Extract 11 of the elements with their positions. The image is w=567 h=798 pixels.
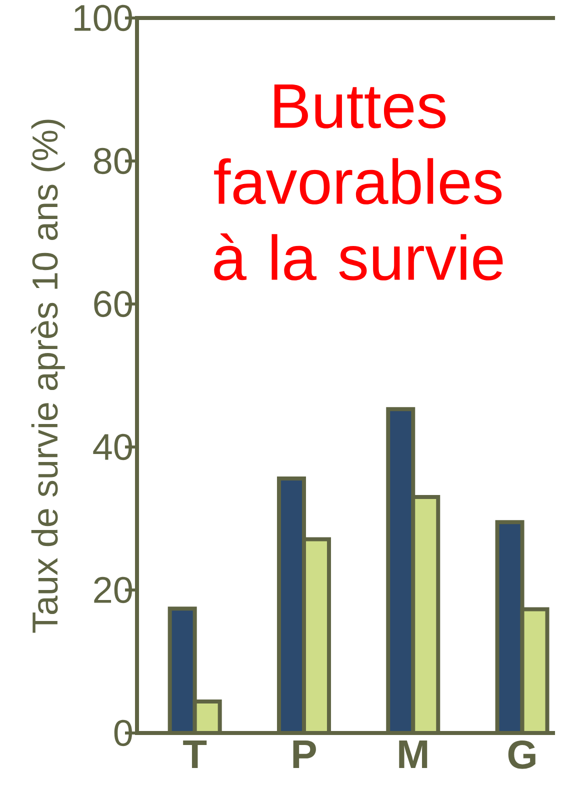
y-tick-label: 40 bbox=[93, 434, 132, 460]
y-tick-label: 80 bbox=[94, 148, 132, 174]
x-tick-label: M bbox=[399, 740, 428, 768]
x-tick-label: G bbox=[508, 740, 536, 769]
annotation: Buttes favorables à la survie bbox=[214, 84, 503, 280]
y-axis-title: Taux de survie après 10 ans (%) bbox=[30, 120, 65, 633]
y-tick-label: 100 bbox=[74, 4, 132, 32]
y-tick-label: 20 bbox=[94, 576, 132, 604]
x-tick-label: T bbox=[183, 740, 207, 768]
x-tick-label: P bbox=[293, 740, 316, 768]
y-tick-label: 60 bbox=[94, 290, 132, 318]
